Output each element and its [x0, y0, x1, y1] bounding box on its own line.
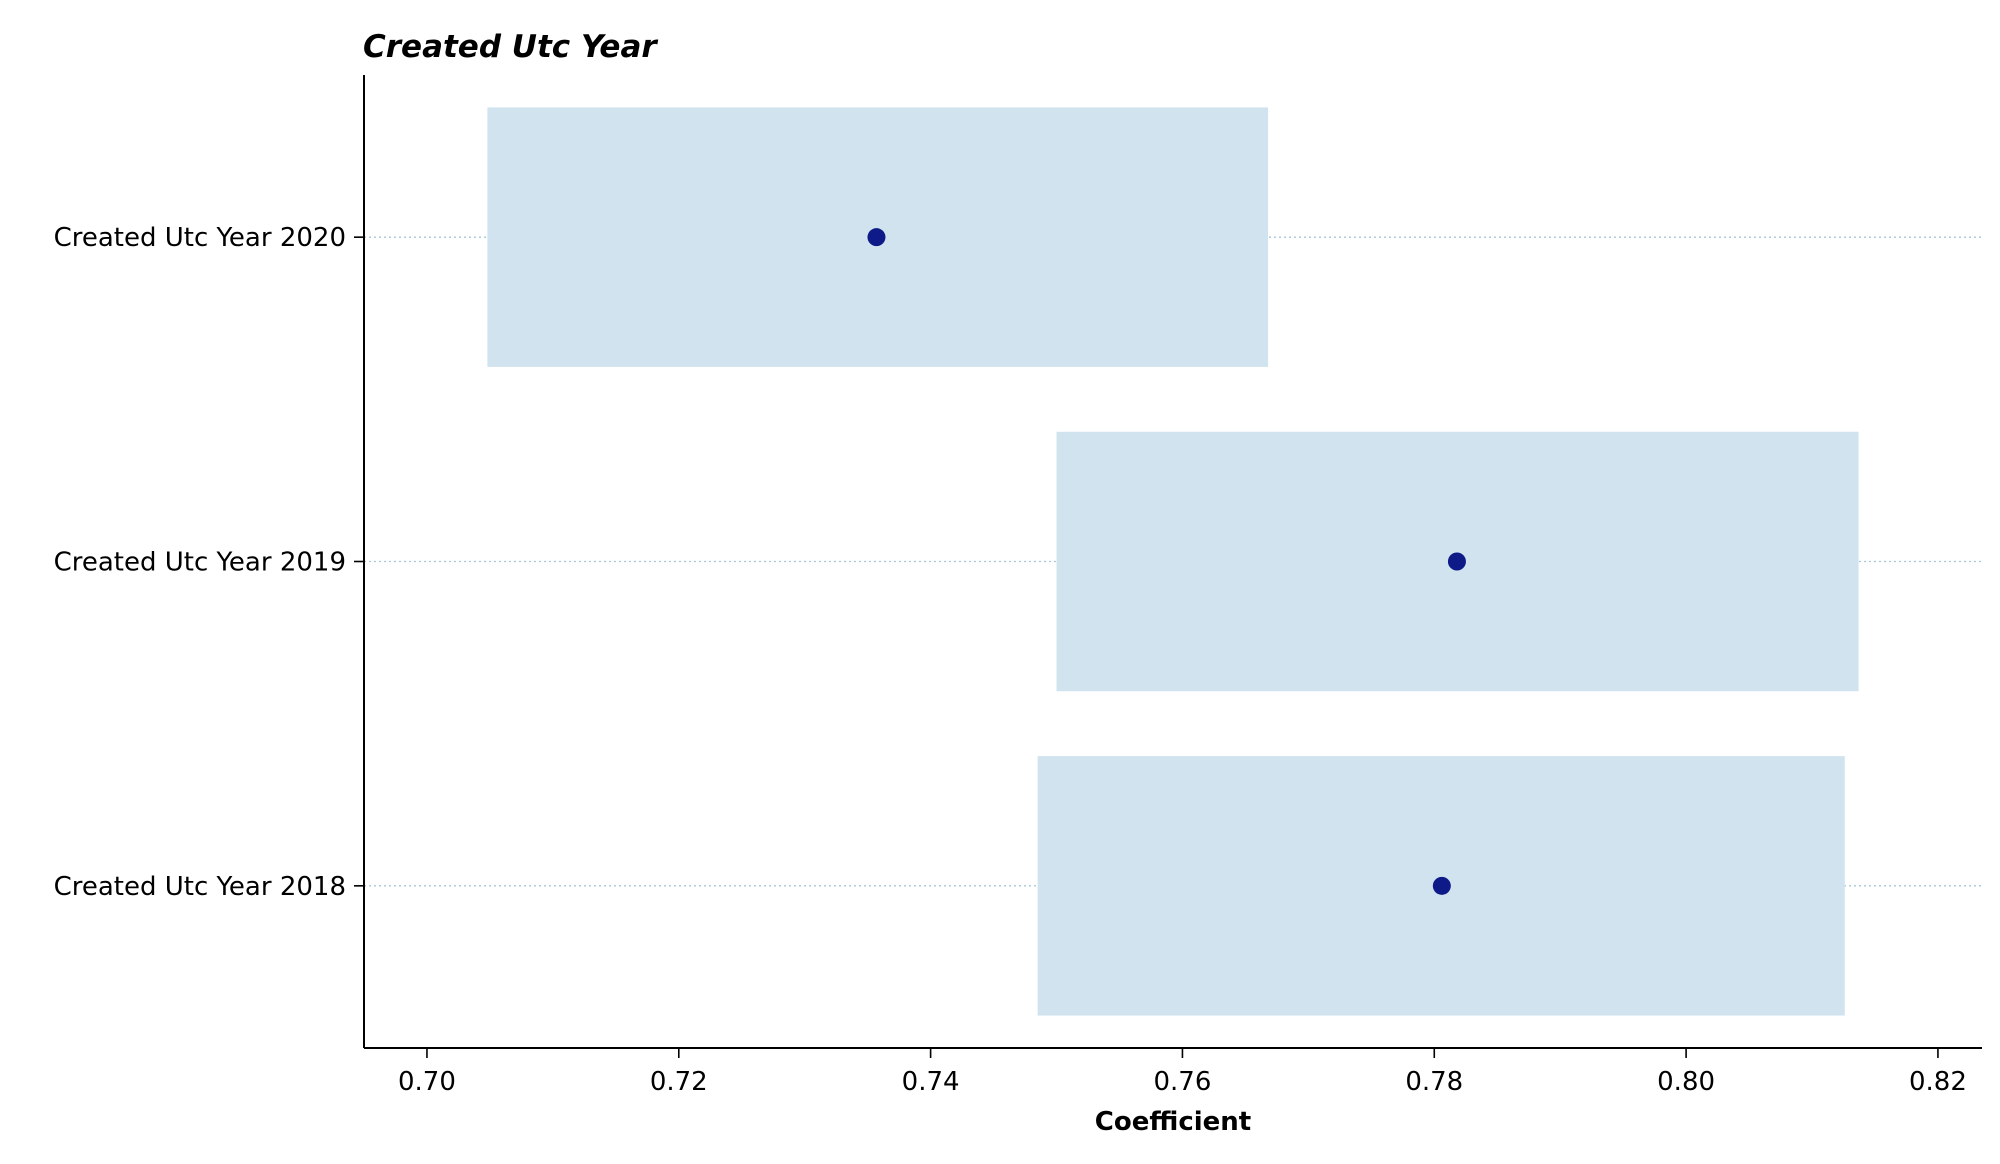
y-tick-label: Created Utc Year 2020: [54, 223, 346, 253]
coefficient-point: [1447, 552, 1466, 571]
interval-layer: [487, 107, 1859, 1016]
x-tick-label: 0.76: [1153, 1067, 1211, 1097]
axis-layer: Created Utc Year 2020 Created Utc Year 20…: [54, 75, 1982, 1097]
coefficient-point: [1432, 876, 1451, 895]
x-tick-label: 0.78: [1405, 1067, 1463, 1097]
y-tick-label: Created Utc Year 2018: [54, 872, 346, 902]
x-tick-label: 0.80: [1657, 1067, 1715, 1097]
chart-title: Created Utc Year: [363, 29, 658, 65]
x-tick-label: 0.82: [1909, 1067, 1967, 1097]
x-tick-label: 0.74: [902, 1067, 960, 1097]
y-tick-label: Created Utc Year 2019: [54, 548, 346, 578]
x-tick-label: 0.72: [650, 1067, 708, 1097]
point-layer: [867, 228, 1466, 895]
x-tick-label: 0.70: [398, 1067, 456, 1097]
x-axis-label: Coefficient: [1095, 1107, 1251, 1137]
coefficient-point: [867, 228, 886, 247]
